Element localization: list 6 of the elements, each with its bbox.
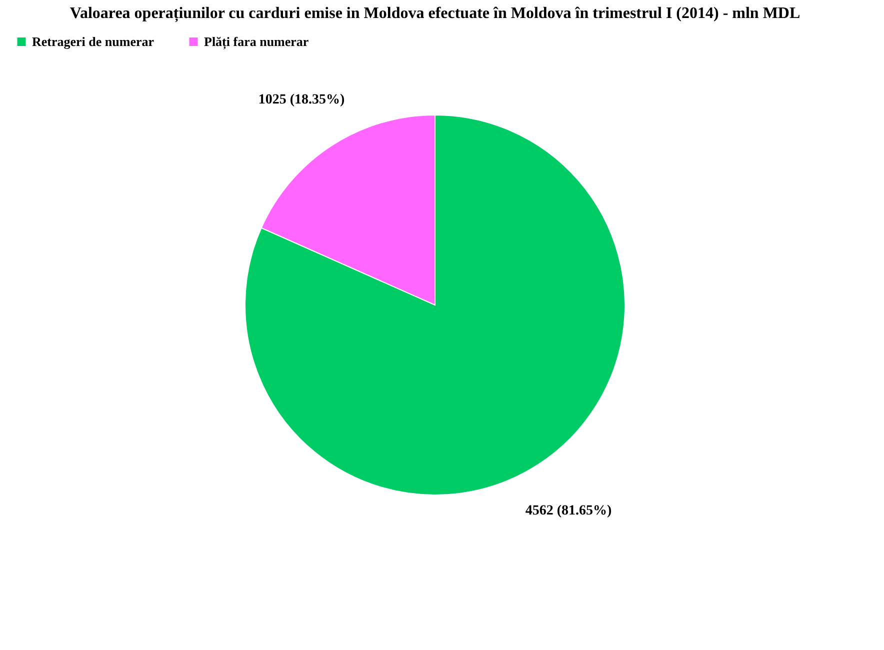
pie-slice (244, 114, 626, 496)
legend-label: Retrageri de numerar (32, 34, 154, 49)
chart-title: Valoarea operațiunilor cu carduri emise in Moldova efectuate în Moldova în trimestrul I (2014) - mln MDL (70, 5, 800, 23)
legend-label: Plăți fara numerar (204, 34, 309, 50)
data-label: 4562 (81.65%) (525, 503, 612, 518)
data-label: 1025 (18.35%) (258, 92, 345, 108)
